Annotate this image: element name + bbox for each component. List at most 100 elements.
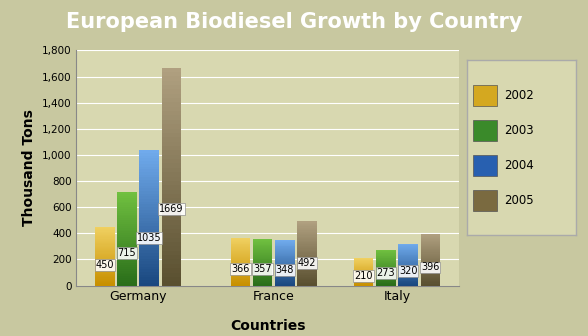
- Bar: [420, 249, 440, 250]
- Bar: [230, 262, 250, 263]
- Bar: [298, 229, 317, 230]
- Bar: [139, 259, 159, 261]
- Bar: [253, 264, 272, 265]
- Bar: [162, 107, 181, 111]
- Bar: [253, 272, 272, 274]
- Bar: [95, 257, 115, 259]
- Bar: [162, 137, 181, 142]
- Bar: [162, 268, 181, 272]
- Bar: [298, 225, 317, 226]
- Bar: [162, 281, 181, 286]
- Text: 320: 320: [399, 266, 417, 276]
- Bar: [139, 234, 159, 237]
- Bar: [230, 239, 250, 240]
- Bar: [420, 266, 440, 267]
- Bar: [298, 234, 317, 236]
- Bar: [95, 239, 115, 240]
- Bar: [275, 255, 295, 256]
- Bar: [253, 256, 272, 257]
- Bar: [139, 226, 159, 229]
- Bar: [253, 276, 272, 277]
- Bar: [420, 281, 440, 282]
- Bar: [95, 276, 115, 278]
- Bar: [398, 282, 418, 283]
- Bar: [117, 220, 137, 222]
- Bar: [298, 228, 317, 229]
- Bar: [162, 198, 181, 203]
- Bar: [354, 260, 373, 261]
- Bar: [253, 260, 272, 261]
- Bar: [139, 196, 159, 199]
- Bar: [275, 268, 295, 269]
- Bar: [162, 272, 181, 277]
- Bar: [376, 277, 396, 278]
- Bar: [253, 265, 272, 266]
- Bar: [95, 255, 115, 256]
- Bar: [162, 146, 181, 151]
- Bar: [117, 250, 137, 252]
- Bar: [398, 271, 418, 272]
- Bar: [162, 181, 181, 185]
- Bar: [230, 238, 250, 239]
- Bar: [253, 243, 272, 244]
- Bar: [298, 260, 317, 261]
- Bar: [298, 269, 317, 270]
- Bar: [298, 262, 317, 264]
- Bar: [253, 279, 272, 280]
- Bar: [275, 249, 295, 250]
- Bar: [298, 243, 317, 245]
- Bar: [162, 277, 181, 281]
- Bar: [95, 250, 115, 251]
- Bar: [275, 240, 295, 241]
- Bar: [376, 263, 396, 264]
- Bar: [162, 207, 181, 211]
- Bar: [253, 261, 272, 262]
- Bar: [298, 266, 317, 267]
- Bar: [298, 282, 317, 283]
- Bar: [398, 249, 418, 250]
- Bar: [139, 185, 159, 188]
- Bar: [117, 218, 137, 220]
- Bar: [298, 242, 317, 243]
- Bar: [420, 238, 440, 239]
- Bar: [117, 282, 137, 284]
- Bar: [253, 258, 272, 259]
- Bar: [253, 283, 272, 284]
- Bar: [253, 254, 272, 255]
- Bar: [230, 267, 250, 268]
- Bar: [117, 232, 137, 233]
- Text: 396: 396: [421, 262, 439, 272]
- Bar: [253, 269, 272, 270]
- Bar: [117, 207, 137, 209]
- Bar: [420, 272, 440, 273]
- Bar: [376, 278, 396, 279]
- Bar: [376, 266, 396, 267]
- Bar: [275, 267, 295, 268]
- Bar: [139, 204, 159, 207]
- Bar: [139, 191, 159, 194]
- Bar: [275, 284, 295, 285]
- Bar: [162, 264, 181, 268]
- Bar: [95, 279, 115, 280]
- Bar: [376, 279, 396, 280]
- Bar: [95, 273, 115, 274]
- Bar: [95, 263, 115, 264]
- Bar: [298, 251, 317, 252]
- Bar: [139, 272, 159, 275]
- Bar: [420, 268, 440, 269]
- Bar: [376, 274, 396, 275]
- Bar: [139, 180, 159, 183]
- Bar: [398, 265, 418, 266]
- Bar: [117, 259, 137, 261]
- Bar: [398, 278, 418, 279]
- Bar: [398, 259, 418, 260]
- Bar: [398, 261, 418, 262]
- Bar: [139, 164, 159, 167]
- Bar: [162, 203, 181, 207]
- Bar: [420, 275, 440, 276]
- Bar: [95, 267, 115, 268]
- Bar: [420, 250, 440, 251]
- Bar: [376, 253, 396, 254]
- Bar: [398, 245, 418, 246]
- Bar: [376, 272, 396, 273]
